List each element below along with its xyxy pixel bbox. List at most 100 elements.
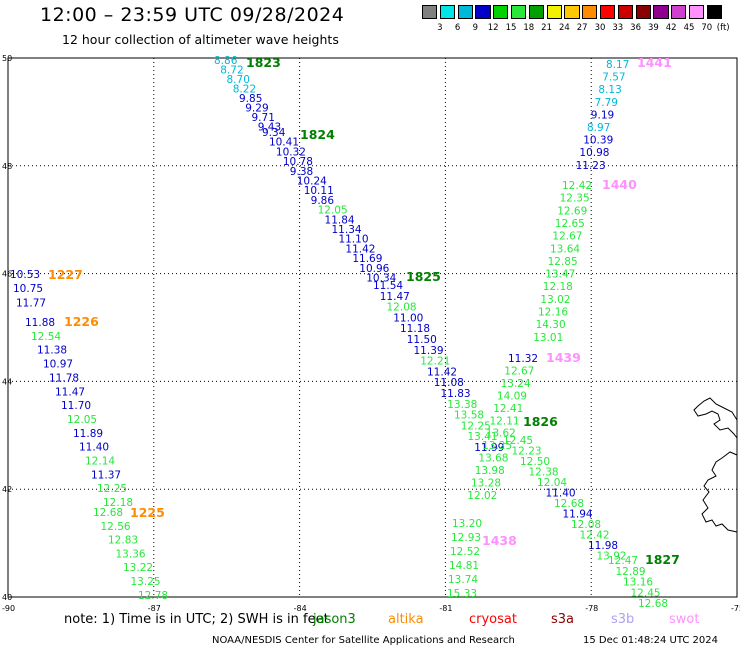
swh-value: 13.25 xyxy=(482,440,512,452)
legend-tick: 42 xyxy=(665,23,677,33)
satellite-s3b: s3b xyxy=(611,612,635,627)
swh-value: 11.42 xyxy=(345,243,375,255)
legend-tick: 9 xyxy=(472,23,479,33)
legend-swatch xyxy=(439,5,456,19)
swh-value: 12.23 xyxy=(512,446,542,458)
swh-value: 10.39 xyxy=(583,135,613,147)
legend-tick: 33 xyxy=(612,23,624,33)
swh-value: 11.50 xyxy=(407,334,437,346)
coastline xyxy=(693,397,738,533)
swh-value: 13.58 xyxy=(454,410,484,422)
swh-value: 10.32 xyxy=(276,146,306,158)
swh-value: 12.02 xyxy=(467,490,497,502)
legend-tick: 12 xyxy=(487,23,499,33)
legend-swatch xyxy=(600,5,616,19)
swh-value: 12.85 xyxy=(548,256,578,268)
swh-value: 13.20 xyxy=(452,518,482,530)
pass-label: 1826 xyxy=(523,414,558,429)
legend-swatch xyxy=(546,5,562,19)
lat-tick-label: 46 xyxy=(2,270,12,279)
swh-value: 13.28 xyxy=(471,478,501,490)
swh-value: 11.47 xyxy=(380,291,410,303)
swh-value: 12.42 xyxy=(562,180,592,192)
pass-label: 1825 xyxy=(406,269,441,284)
swh-value: 12.08 xyxy=(571,519,601,531)
legend-swatch xyxy=(475,5,491,19)
swh-value: 12.11 xyxy=(490,415,520,427)
lat-tick-label: 50 xyxy=(2,54,12,63)
lat-tick-label: 40 xyxy=(2,593,12,602)
swh-value: 11.10 xyxy=(338,234,368,246)
swh-value: 13.62 xyxy=(486,428,516,440)
swh-value: 11.78 xyxy=(49,372,79,384)
swh-value: 8.70 xyxy=(227,74,250,86)
lat-tick-label: 42 xyxy=(2,485,12,494)
swh-value: 14.30 xyxy=(536,319,566,331)
lon-tick-label: -90 xyxy=(2,604,15,613)
pass-label: 1827 xyxy=(645,552,680,567)
swh-value: 12.25 xyxy=(97,483,127,495)
swh-value: 14.81 xyxy=(449,560,479,572)
pass-label: 1226 xyxy=(64,314,99,329)
legend-swatch xyxy=(635,5,651,19)
swh-value: 13.74 xyxy=(448,574,478,586)
swh-value: 13.47 xyxy=(545,269,575,281)
swh-value: 8.17 xyxy=(606,59,629,71)
legend-tick: 27 xyxy=(576,23,588,33)
pass-label: 1227 xyxy=(48,267,83,282)
swh-value: 12.45 xyxy=(503,435,533,447)
legend-unit: (ft) xyxy=(716,23,730,33)
swh-value: 14.09 xyxy=(497,390,527,402)
swh-value: 10.53 xyxy=(10,269,40,281)
legend-swatch xyxy=(457,5,473,19)
swh-value: 12.25 xyxy=(461,420,491,432)
swh-value: 11.39 xyxy=(414,345,444,357)
swh-value: 11.34 xyxy=(332,224,362,236)
legend-swatch xyxy=(653,5,669,19)
swh-value: 12.16 xyxy=(538,307,568,319)
swh-value: 10.11 xyxy=(304,185,334,197)
swh-value: 13.68 xyxy=(478,453,508,465)
swh-value: 12.93 xyxy=(451,532,481,544)
legend-tick: 24 xyxy=(558,23,570,33)
swh-value: 9.71 xyxy=(252,112,275,124)
swh-value: 9.86 xyxy=(311,195,335,207)
swh-value: 9.19 xyxy=(591,109,614,121)
swh-value: 12.67 xyxy=(552,231,582,243)
swh-value: 11.83 xyxy=(441,388,471,400)
swh-value: 12.52 xyxy=(450,546,480,558)
swh-value: 8.13 xyxy=(598,84,621,96)
swh-value: 11.18 xyxy=(400,323,430,335)
lon-tick-label: -78 xyxy=(585,604,598,613)
swh-value: 13.41 xyxy=(468,431,498,443)
swh-value: 10.41 xyxy=(269,137,299,149)
legend-swatch xyxy=(511,5,527,19)
legend-swatch xyxy=(617,5,634,19)
swh-value: 12.65 xyxy=(555,218,585,230)
swh-value: 12.67 xyxy=(504,365,534,377)
swh-value: 12.54 xyxy=(31,331,61,343)
swh-value: 8.97 xyxy=(587,122,610,134)
legend-swatch xyxy=(422,5,438,19)
swh-value: 9.34 xyxy=(262,127,286,139)
legend-tick: 36 xyxy=(630,23,642,33)
swh-value: 10.96 xyxy=(359,263,389,275)
legend-swatch xyxy=(528,5,545,19)
legend-tick: 45 xyxy=(683,23,695,33)
swh-value: 12.83 xyxy=(108,535,138,547)
swh-value: 11.47 xyxy=(55,386,85,398)
swh-value: 13.02 xyxy=(540,294,570,306)
lat-tick-label: 44 xyxy=(2,377,12,386)
swh-value: 13.98 xyxy=(475,465,505,477)
swh-value: 10.97 xyxy=(43,359,73,371)
generated-timestamp: 15 Dec 01:48:24 UTC 2024 xyxy=(583,635,718,646)
legend-tick: 6 xyxy=(454,23,461,33)
swh-value: 11.84 xyxy=(325,214,355,226)
satellite-s3a: s3a xyxy=(551,612,575,627)
swh-value: 7.79 xyxy=(595,97,618,109)
swh-value: 11.54 xyxy=(373,280,403,292)
swh-value: 7.57 xyxy=(602,72,625,84)
swh-value: 12.14 xyxy=(85,456,115,468)
swh-value: 12.68 xyxy=(93,507,123,519)
satellite-cryosat: cryosat xyxy=(469,612,517,627)
